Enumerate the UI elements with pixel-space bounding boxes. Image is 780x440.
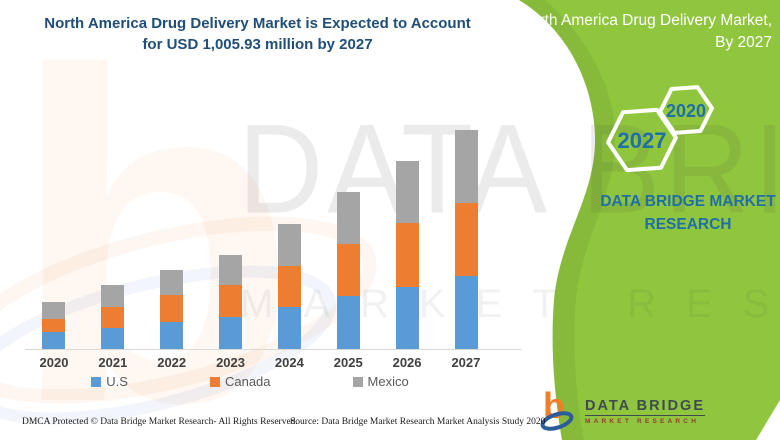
legend-item-mexico: Mexico xyxy=(352,374,409,389)
bar-2024-segment-canada xyxy=(278,265,301,308)
hexagon-2020-label: 2020 xyxy=(666,101,706,121)
bar-2026-segment-canada xyxy=(396,223,419,287)
x-axis-label-2020: 2020 xyxy=(39,355,69,370)
dbmr-logo-icon: b xyxy=(540,388,574,431)
legend-label: U.S xyxy=(106,374,128,389)
bar-2020 xyxy=(42,302,65,349)
legend-item-canada: Canada xyxy=(209,374,271,389)
chart-title: North America Drug Delivery Market is Ex… xyxy=(15,13,500,55)
x-axis-label-2021: 2021 xyxy=(98,355,128,370)
legend-swatch-icon xyxy=(91,376,102,387)
chart-title-line2: for USD 1,005.93 million by 2027 xyxy=(142,36,373,53)
x-axis-line xyxy=(25,349,522,350)
hexagon-2027-label: 2027 xyxy=(618,128,667,153)
logo-text-block: DATA BRIDGE MARKET RESEARCH xyxy=(585,397,706,425)
banner-title-line2: By 2027 xyxy=(715,34,772,52)
bar-2022 xyxy=(160,270,183,349)
bar-2021-segment-us xyxy=(101,328,124,349)
bar-2021 xyxy=(101,285,124,349)
logo-title: DATA BRIDGE xyxy=(585,397,706,416)
x-axis-labels: 2020 2021 2022 2023 2024 2025 2026 2027 xyxy=(40,355,481,370)
legend-item-us: U.S xyxy=(91,374,128,389)
x-axis-label-2023: 2023 xyxy=(216,355,245,370)
bar-2022-segment-mexico xyxy=(160,270,183,296)
bar-2023-segment-mexico xyxy=(219,254,242,286)
legend-label: Mexico xyxy=(367,374,409,389)
bar-2024 xyxy=(278,223,301,349)
bar-2026-segment-mexico xyxy=(396,160,419,224)
chart-legend: U.S Canada Mexico xyxy=(30,374,470,389)
svg-text:b: b xyxy=(10,0,297,440)
legend-swatch-icon xyxy=(209,376,220,387)
brand-text: DATA BRIDGE MARKET RESEARCH xyxy=(588,190,780,237)
banner-title-line1: North America Drug Delivery Market, xyxy=(519,12,772,29)
footer-dmca-text: DMCA Protected © Data Bridge Market Rese… xyxy=(22,417,298,427)
bar-2021-segment-mexico xyxy=(101,285,124,308)
banner-title: North America Drug Delivery Market, By 2… xyxy=(502,10,772,55)
stacked-bar-chart xyxy=(42,129,478,349)
bar-2025-segment-mexico xyxy=(337,191,360,245)
legend-label: Canada xyxy=(224,374,271,389)
bar-2022-segment-canada xyxy=(160,295,183,323)
bar-2025-segment-canada xyxy=(337,244,360,297)
bar-2025-segment-us xyxy=(337,296,360,349)
bar-2026 xyxy=(396,160,419,349)
bar-2023-segment-us xyxy=(219,317,242,349)
bar-2020-segment-us xyxy=(42,332,65,349)
x-axis-label-2024: 2024 xyxy=(274,355,304,370)
bar-2022-segment-us xyxy=(160,322,183,349)
x-axis-label-2026: 2026 xyxy=(392,355,422,370)
dbmr-logo: b DATA BRIDGE MARKET RESEARCH xyxy=(540,388,706,434)
brand-text-line1: DATA BRIDGE MARKET xyxy=(600,193,776,210)
bar-2027 xyxy=(455,129,478,349)
x-axis-label-2022: 2022 xyxy=(157,355,187,370)
hexagon-2020: 2020 xyxy=(658,85,714,135)
logo-subtitle: MARKET RESEARCH xyxy=(585,417,700,425)
x-axis-label-2027: 2027 xyxy=(451,355,481,370)
bar-2024-segment-mexico xyxy=(278,223,301,266)
bar-2020-segment-mexico xyxy=(42,302,65,319)
bar-2023 xyxy=(219,254,242,349)
hexagon-2027: 2027 xyxy=(606,107,678,173)
bar-2021-segment-canada xyxy=(101,307,124,329)
bar-2024-segment-us xyxy=(278,307,301,349)
bar-2025 xyxy=(337,191,360,349)
footer-source-text: Source: Data Bridge Market Research Mark… xyxy=(290,417,546,427)
dbmr-logo-watermark-icon: b xyxy=(0,0,377,440)
year-hexagons: 2027 2020 xyxy=(606,85,714,173)
bar-2027-segment-mexico xyxy=(455,129,478,203)
bar-2027-segment-canada xyxy=(455,202,478,276)
brand-text-line2: RESEARCH xyxy=(644,216,732,234)
chart-title-line1: North America Drug Delivery Market is Ex… xyxy=(44,15,471,32)
bar-2023-segment-canada xyxy=(219,285,242,318)
legend-swatch-icon xyxy=(352,376,363,387)
x-axis-label-2025: 2025 xyxy=(333,355,363,370)
bar-2027-segment-us xyxy=(455,275,478,349)
bar-2020-segment-canada xyxy=(42,318,65,333)
bar-2026-segment-us xyxy=(396,286,419,349)
